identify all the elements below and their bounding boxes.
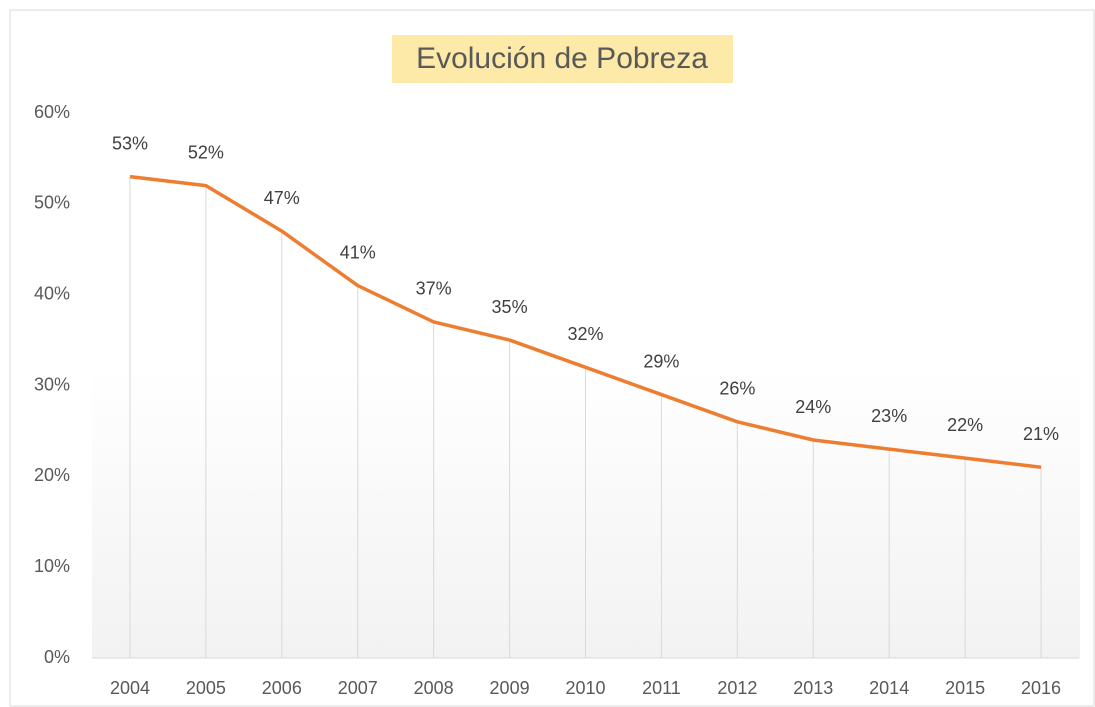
x-tick-label: 2014 — [869, 678, 909, 698]
data-label: 52% — [188, 142, 224, 162]
line — [129, 174, 1042, 469]
data-label: 26% — [719, 379, 755, 399]
data-label: 41% — [340, 242, 376, 262]
data-label: 47% — [264, 188, 300, 208]
x-tick-label: 2016 — [1021, 678, 1061, 698]
y-tick-label: 40% — [34, 283, 70, 303]
x-tick-label: 2013 — [793, 678, 833, 698]
y-tick-label: 10% — [34, 556, 70, 576]
x-tick-label: 2012 — [717, 678, 757, 698]
y-tick-label: 50% — [34, 193, 70, 213]
x-tick-label: 2008 — [414, 678, 454, 698]
y-tick-label: 20% — [34, 465, 70, 485]
y-tick-label: 0% — [44, 647, 70, 667]
data-label: 24% — [795, 397, 831, 417]
data-label: 53% — [112, 133, 148, 153]
x-tick-label: 2005 — [186, 678, 226, 698]
data-label: 37% — [416, 279, 452, 299]
data-label: 23% — [871, 406, 907, 426]
x-tick-label: 2015 — [945, 678, 985, 698]
data-label: 22% — [947, 415, 983, 435]
x-tick-label: 2004 — [110, 678, 150, 698]
x-tick-label: 2007 — [338, 678, 378, 698]
data-label: 29% — [643, 351, 679, 371]
x-tick-label: 2009 — [490, 678, 530, 698]
chart-title: Evolución de Pobreza — [416, 42, 708, 75]
y-tick-label: 30% — [34, 374, 70, 394]
data-label: 21% — [1023, 424, 1059, 444]
y-tick-label: 60% — [34, 102, 70, 122]
x-tick-label: 2010 — [565, 678, 605, 698]
x-tick-label: 2006 — [262, 678, 302, 698]
data-label: 35% — [492, 297, 528, 317]
title-box — [392, 35, 733, 83]
x-tick-label: 2011 — [642, 678, 681, 698]
data-label: 32% — [567, 324, 603, 344]
